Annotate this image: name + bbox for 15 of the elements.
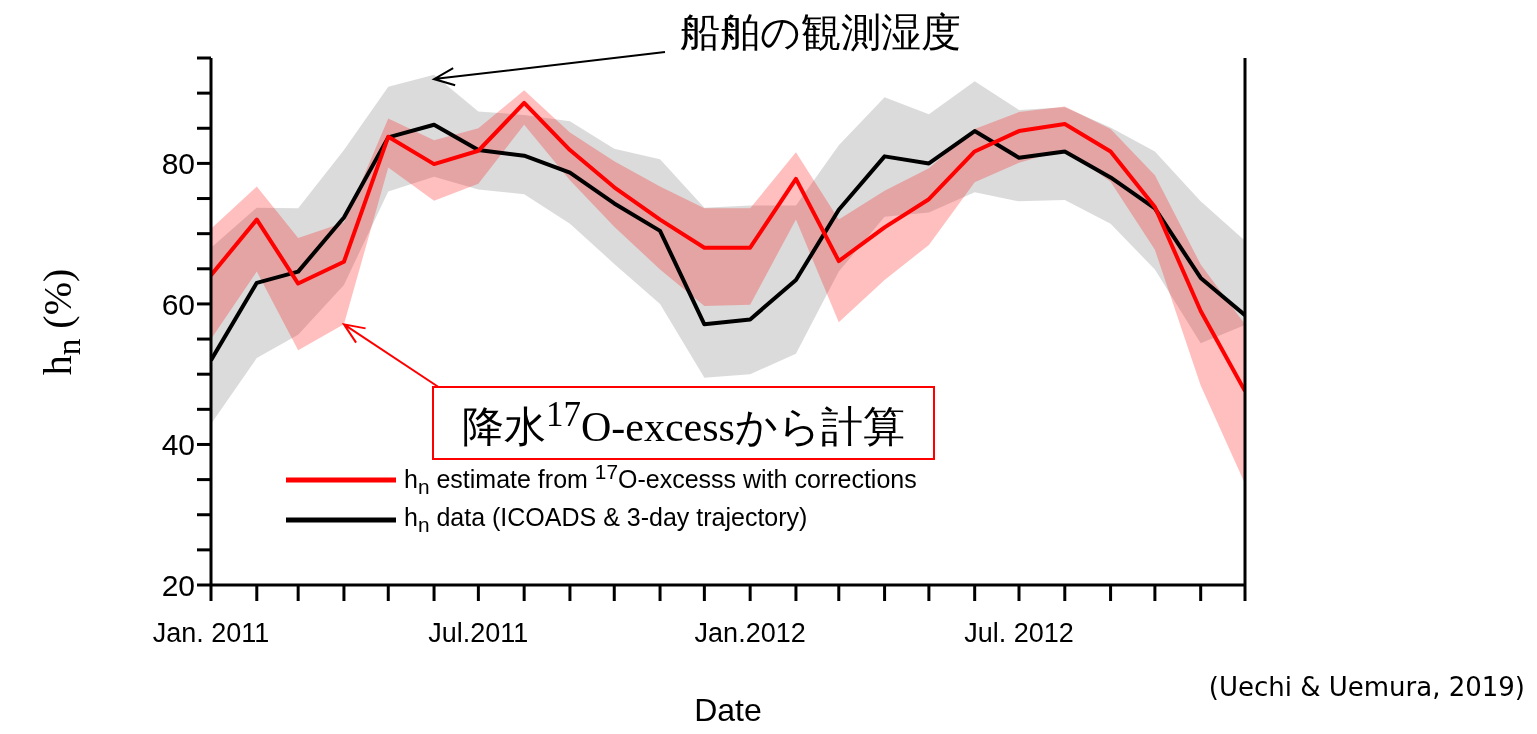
text: (Uechi & Uemura, 2019) [1208, 672, 1525, 702]
y-tick-label: 20 [161, 568, 195, 602]
x-tick-label: Jan.2012 [694, 618, 806, 649]
legend-label: h$_{n}$ estimate from $^{17}$O-excesss with corrections [404, 460, 917, 500]
legend-label: h$_{n}$ data (ICOADS & 3-day trajectory) [404, 503, 808, 537]
x-tick-label: Jul.2011 [428, 618, 529, 649]
annotation: 船舶の観測湿度 [680, 8, 961, 56]
x-tick-label: Jan. 2011 [152, 618, 270, 649]
y-tick-label: 80 [161, 147, 195, 181]
x-tick-label: Jul. 2012 [964, 618, 1074, 649]
y-tick-label: 40 [161, 428, 195, 462]
line-series [211, 100, 1245, 394]
x-axis-title: Date [694, 692, 762, 728]
annotation: 降水$^{17}$O-excessから計算 [432, 386, 935, 461]
y-tick-label: 60 [161, 287, 195, 321]
